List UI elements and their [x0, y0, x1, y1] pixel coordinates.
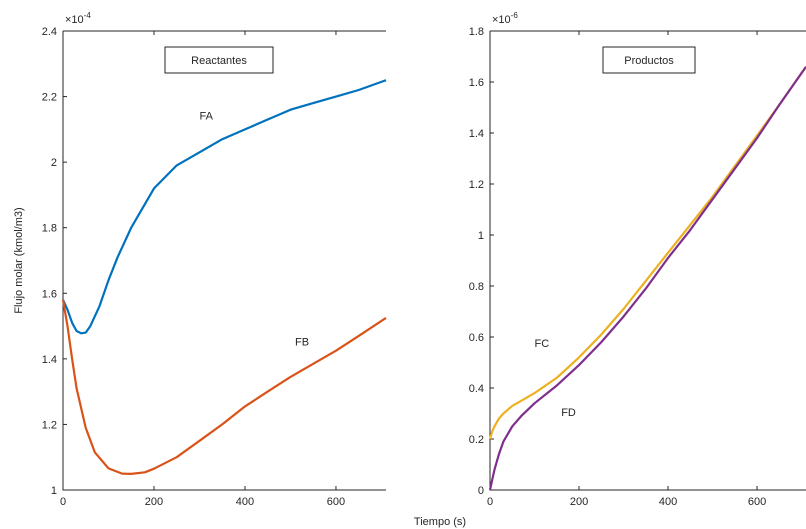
- y-tick-label: 0.4: [469, 383, 484, 395]
- y-axis-label: Flujo molar (kmol/m3): [13, 207, 25, 313]
- y-tick-label: 1.6: [469, 77, 484, 89]
- series-line-fd: [488, 66, 806, 491]
- y-tick-label: 2.2: [42, 92, 57, 104]
- series-label-fb: FB: [295, 337, 309, 349]
- y-tick-label: 0.6: [469, 332, 484, 344]
- figure-x-axis-label: Tiempo (s): [414, 516, 466, 528]
- x-tick-label: 0: [487, 496, 493, 508]
- annotation-box-text: Reactantes: [191, 55, 247, 67]
- x-tick-label: 400: [659, 496, 677, 508]
- y-exponent-label: ×10-4: [65, 11, 91, 26]
- annotation-box: [164, 46, 274, 74]
- axes-frame: [62, 31, 386, 491]
- y-tick-label: 0: [478, 485, 484, 497]
- y-tick-label: 0.2: [469, 434, 484, 446]
- series-line-fb: [61, 299, 387, 475]
- x-tick-label: 600: [748, 496, 766, 508]
- y-tick-label: 1: [51, 485, 57, 497]
- annotation-box: [602, 46, 696, 74]
- y-exponent-label: ×10-6: [492, 11, 518, 26]
- x-tick-label: 0: [60, 496, 66, 508]
- x-tick-label: 200: [145, 496, 163, 508]
- y-exponent-power: -6: [511, 11, 519, 20]
- y-tick-label: 1: [478, 230, 484, 242]
- series-label-fd: FD: [561, 407, 576, 419]
- annotation-box-text: Productos: [624, 55, 674, 67]
- series-line-fa: [61, 79, 387, 335]
- series-line-fc: [488, 66, 806, 440]
- reactantes-panel: 0 200 400 600 1 1.2 1.4 1.6 1.8 2 2.2 2.4 ×10-4 Flujo…: [13, 11, 387, 508]
- productos-panel: 0 200 400 600 0 0.2 0.4 0.6 0.8 1 1.2 1.4 1.6 1.8 ×10-…: [469, 11, 806, 508]
- y-tick-label: 1.4: [42, 354, 57, 366]
- axes-frame: [489, 31, 806, 491]
- y-tick-label: 1.2: [42, 419, 57, 431]
- y-tick-label: 2.4: [42, 26, 57, 38]
- y-exponent-power: -4: [84, 11, 92, 20]
- y-tick-label: 1.8: [42, 223, 57, 235]
- x-tick-label: 200: [570, 496, 588, 508]
- series-label-fa: FA: [199, 111, 213, 123]
- y-tick-label: 1.4: [469, 128, 484, 140]
- y-tick-label: 0.8: [469, 281, 484, 293]
- y-tick-label: 1.6: [42, 288, 57, 300]
- x-tick-label: 600: [327, 496, 345, 508]
- y-tick-label: 1.2: [469, 179, 484, 191]
- y-tick-label: 2: [51, 157, 57, 169]
- y-tick-label: 1.8: [469, 26, 484, 38]
- series-label-fc: FC: [535, 338, 550, 350]
- x-tick-label: 400: [236, 496, 254, 508]
